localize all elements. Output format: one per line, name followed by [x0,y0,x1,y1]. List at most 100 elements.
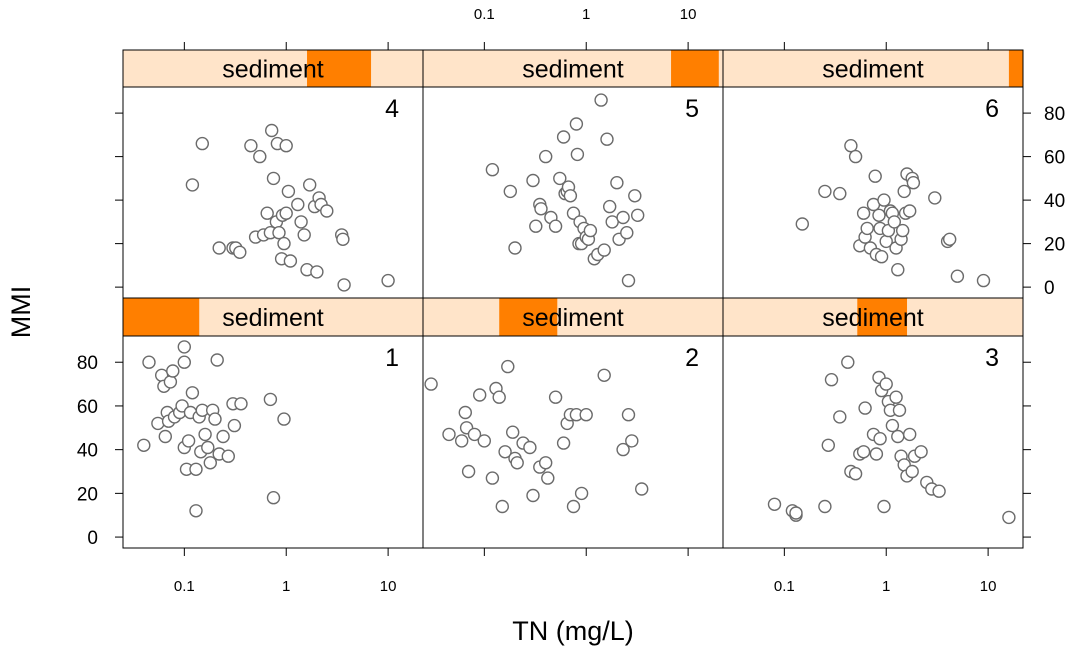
data-point [244,138,258,153]
data-point [495,499,509,514]
data-point [337,278,351,292]
panel-number: 4 [385,95,399,123]
data-point [874,250,889,264]
data-point [158,429,173,444]
data-point [501,359,515,374]
strip-shingle-bar [1008,50,1023,87]
data-point [208,412,222,426]
data-point [151,416,165,431]
panel-6: sediment 6 [722,49,1024,299]
data-point [824,373,839,387]
panel-number: 1 [385,344,399,372]
data-point [625,434,639,448]
data-point [216,429,230,444]
data-point [277,412,291,426]
data-point [177,355,192,369]
data-point [266,171,281,186]
data-point [506,425,520,439]
data-point [943,232,957,247]
x-tick-label: 1 [882,578,890,595]
panel-frame [722,335,1024,549]
data-point [508,241,522,255]
data-point [473,388,487,402]
data-point [841,355,855,369]
strip-label: sediment [222,56,323,84]
data-point [950,269,965,283]
strip-background [423,298,723,336]
panel-number: 6 [985,95,999,123]
data-point [181,434,196,448]
data-point [928,191,942,205]
y-tick-label: 0 [87,528,98,549]
x-tick-label: 10 [680,6,697,23]
data-point [253,149,267,164]
data-point [320,204,334,218]
data-point [185,386,200,400]
data-point [892,403,907,417]
x-tick-label: 10 [380,578,397,595]
data-point [885,418,900,433]
data-point [795,217,809,231]
data-point [294,215,308,229]
y-tick-label: 0 [1044,278,1055,299]
x-tick-label: 1 [282,578,290,595]
x-tick-label: 1 [582,6,590,23]
data-point [616,442,630,457]
data-point [303,178,317,192]
strip-shingle-bar [307,50,372,87]
panel-number: 3 [985,344,999,372]
data-point [260,206,274,220]
data-point [603,199,617,214]
y-tick-label: 40 [1044,191,1065,212]
panel-5: sediment 5 [422,49,724,299]
data-point [310,265,324,279]
data-point [877,499,891,514]
data-point [818,499,832,514]
x-tick-label: 0.1 [474,6,495,23]
data-point [818,184,832,199]
data-point [879,377,893,391]
strip-label: sediment [822,304,923,332]
data-point [600,132,614,146]
data-point [137,438,151,452]
data-point [534,202,548,216]
y-tick-label: 60 [77,397,98,418]
data-point [283,254,298,268]
data-point [789,506,803,520]
data-point [844,138,858,153]
data-point [166,364,180,378]
data-point [467,427,482,442]
data-point [873,432,887,446]
data-point [291,197,305,212]
data-point [265,123,279,138]
data-point [860,221,874,236]
data-point [905,464,919,479]
data-point [597,243,611,257]
panel-frame [722,86,1024,299]
data-point [281,184,296,199]
data-point [833,186,847,201]
strip-shingle-bar [857,298,908,336]
data-point [195,136,210,151]
data-point [594,93,608,107]
data-point [858,401,872,415]
data-point [621,273,636,288]
y-tick-label: 40 [77,441,98,462]
x-axis-title: TN (mg/L) [512,616,634,646]
data-point [869,447,884,461]
data-point [1002,510,1016,525]
y-tick-label: 20 [77,484,98,505]
panels-layer: sediment1sediment2sediment3sediment4sedi… [122,49,1024,549]
data-point [189,504,203,518]
data-point [503,184,517,199]
panel-frame [122,86,424,299]
data-point [485,471,500,485]
data-point [336,232,350,247]
data-point [526,488,540,503]
y-tick-label: 60 [1044,148,1065,169]
data-point [477,434,491,448]
data-point [263,392,278,407]
data-point [856,445,871,459]
data-point [553,171,567,186]
